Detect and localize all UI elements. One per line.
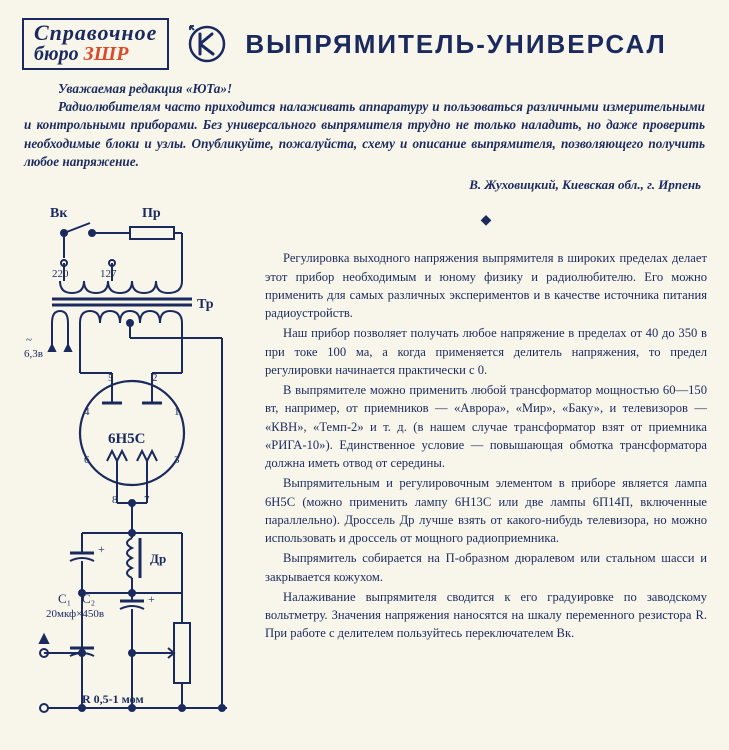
para-2: Наш прибор позволяет получать любое напр… bbox=[265, 324, 707, 379]
label-vk: Вк bbox=[50, 206, 68, 221]
label-tube: 6Н5С bbox=[108, 431, 146, 447]
label-63v: 6,3в bbox=[24, 348, 43, 360]
logo-box: Справочное бюро ЗШР bbox=[22, 18, 169, 70]
para-3: В выпрямителе можно применить любой тран… bbox=[265, 381, 707, 472]
header: Справочное бюро ЗШР ВЫПРЯМИТЕЛЬ-УНИВЕРСА… bbox=[22, 18, 707, 70]
svg-text:2: 2 bbox=[152, 372, 158, 384]
para-4: Выпрямительным и регулировочным элементо… bbox=[265, 474, 707, 547]
label-r: R 0,5-1 мом bbox=[82, 692, 144, 706]
logo-line2: бюро ЗШР bbox=[34, 44, 157, 64]
label-dr: Др bbox=[150, 551, 166, 566]
main-title: ВЫПРЯМИТЕЛЬ-УНИВЕРСАЛ bbox=[245, 29, 666, 60]
svg-text:5: 5 bbox=[108, 372, 114, 384]
diamond-separator: ◆ bbox=[265, 211, 707, 231]
para-5: Выпрямитель собирается на П-образном дюр… bbox=[265, 549, 707, 586]
label-pr: Пр bbox=[142, 206, 161, 221]
k-mark-icon bbox=[187, 24, 227, 64]
body-text: ◆ Регулировка выходного напряжения выпря… bbox=[265, 203, 707, 728]
logo-line2b: ЗШР bbox=[84, 43, 129, 65]
svg-text:+: + bbox=[98, 542, 105, 556]
label-c2: C₂ bbox=[82, 591, 95, 606]
label-tr: Тр bbox=[197, 297, 214, 312]
svg-text:+: + bbox=[148, 592, 155, 606]
svg-text:4: 4 bbox=[84, 406, 90, 418]
intro-body: Радиолюбителям часто приходится налажива… bbox=[24, 98, 705, 171]
intro-block: Уважаемая редакция «ЮТа»! Радиолюбителям… bbox=[22, 80, 707, 171]
intro-greeting: Уважаемая редакция «ЮТа»! bbox=[24, 80, 705, 98]
para-6: Налаживание выпрямителя сводится к его г… bbox=[265, 588, 707, 643]
content-row: Вк Пр 220 127 bbox=[22, 203, 707, 728]
label-cap-rating: 20мкф×450в bbox=[46, 608, 104, 620]
svg-text:1: 1 bbox=[174, 406, 180, 418]
label-c1: C₁ bbox=[58, 591, 71, 606]
svg-text:~: ~ bbox=[26, 334, 32, 346]
label-220: 220 bbox=[52, 268, 69, 280]
logo-line1: Справочное bbox=[34, 22, 157, 44]
signature: В. Жуховицкий, Киевская обл., г. Ирпень bbox=[22, 177, 701, 193]
para-1: Регулировка выходного напряжения выпрями… bbox=[265, 249, 707, 322]
svg-text:7: 7 bbox=[144, 494, 150, 506]
schematic-diagram: Вк Пр 220 127 bbox=[22, 203, 247, 728]
logo-line2a: бюро bbox=[34, 43, 79, 65]
svg-text:8: 8 bbox=[112, 494, 118, 506]
label-127: 127 bbox=[100, 268, 117, 280]
svg-text:6: 6 bbox=[84, 454, 90, 466]
svg-text:3: 3 bbox=[174, 454, 180, 466]
